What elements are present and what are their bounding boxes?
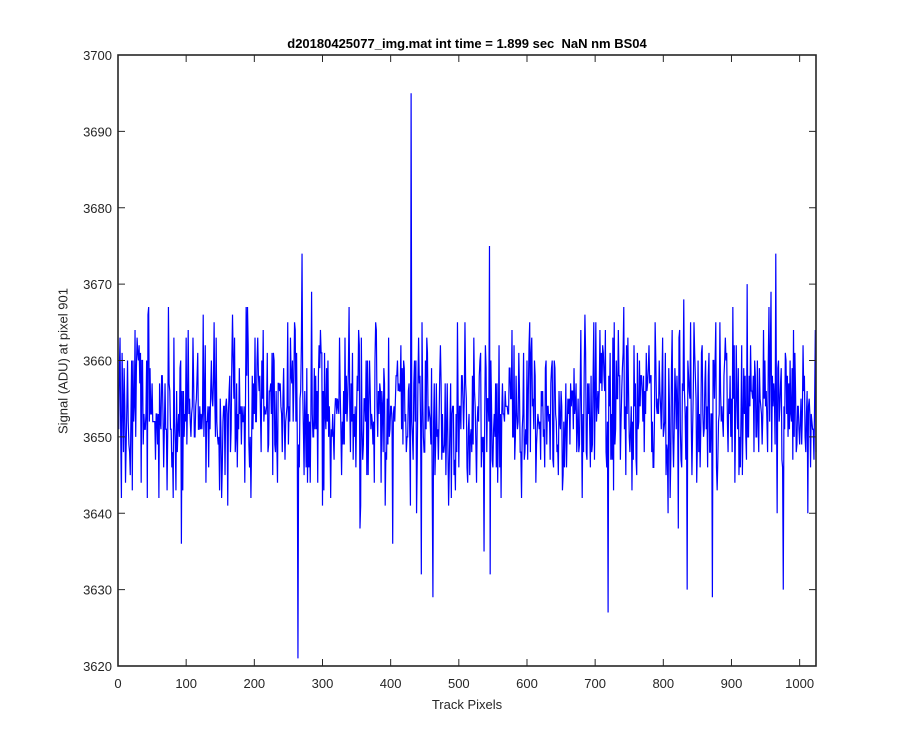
- x-tick-label: 300: [312, 676, 334, 691]
- x-tick-label: 400: [380, 676, 402, 691]
- x-tick-label: 1000: [785, 676, 814, 691]
- y-tick-label: 3670: [83, 277, 112, 292]
- x-tick-label: 800: [652, 676, 674, 691]
- y-tick-label: 3650: [83, 430, 112, 445]
- y-tick-label: 3700: [83, 48, 112, 63]
- y-tick-label: 3620: [83, 659, 112, 674]
- axes-background: [118, 55, 816, 666]
- x-tick-label: 900: [721, 676, 743, 691]
- axes-box: [117, 54, 817, 667]
- y-tick-label: 3660: [83, 354, 112, 369]
- x-axis-label: Track Pixels: [431, 697, 503, 712]
- x-tick-label: 500: [448, 676, 470, 691]
- ticks-layer: 0 100 200 300 400 500 600 700 800 900 1000 3620 3630…: [83, 48, 816, 691]
- y-axis-label: Signal (ADU) at pixel 901: [55, 288, 71, 434]
- x-tick-label: 0: [114, 676, 121, 691]
- signal-series-line: [118, 93, 817, 659]
- x-tick-label: 100: [175, 676, 197, 691]
- x-tick-label: 200: [243, 676, 265, 691]
- chart-title: d20180425077_img.mat int time = 1.899 se…: [287, 36, 647, 51]
- series-layer: [118, 93, 817, 659]
- y-tick-label: 3680: [83, 201, 112, 216]
- x-tick-label: 700: [584, 676, 606, 691]
- y-tick-label: 3630: [83, 583, 112, 598]
- x-tick-label: 600: [516, 676, 538, 691]
- y-tick-label: 3690: [83, 124, 112, 139]
- y-tick-label: 3640: [83, 506, 112, 521]
